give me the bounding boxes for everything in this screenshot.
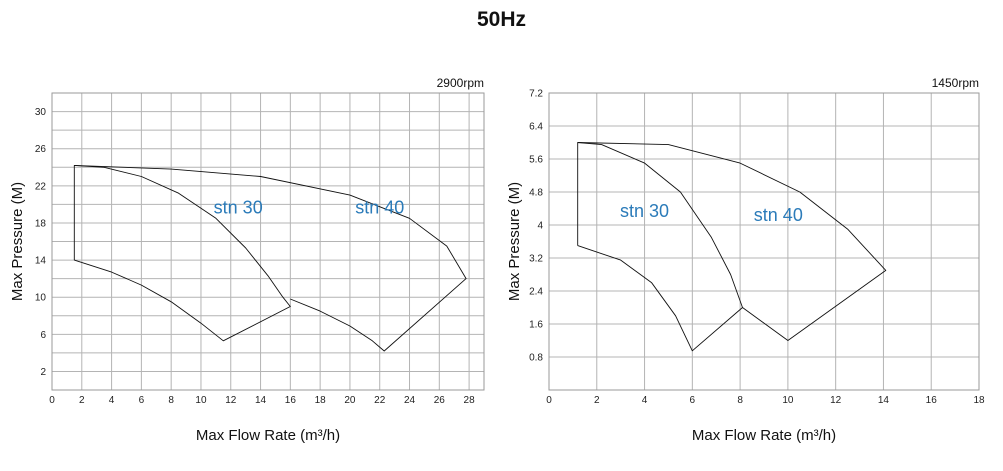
x-tick-label: 4 bbox=[109, 395, 115, 406]
y-tick-label: 26 bbox=[35, 144, 47, 155]
speed-label: 1450rpm bbox=[932, 76, 979, 90]
x-tick-label: 26 bbox=[434, 395, 446, 406]
y-tick-label: 14 bbox=[35, 256, 47, 267]
x-tick-label: 18 bbox=[973, 395, 985, 406]
y-tick-label: 6 bbox=[40, 330, 46, 341]
y-tick-label: 10 bbox=[35, 293, 47, 304]
region-label-stn-40: stn 40 bbox=[355, 198, 404, 218]
region-outline-stn-30 bbox=[577, 142, 743, 352]
y-tick-label: 1.6 bbox=[529, 320, 543, 331]
region-outline-stn-40 bbox=[74, 164, 467, 352]
y-tick-label: 0.8 bbox=[529, 353, 543, 364]
x-axis-title: Max Flow Rate (m³/h) bbox=[692, 427, 836, 444]
x-tick-label: 16 bbox=[285, 395, 297, 406]
main-title: 50Hz bbox=[476, 8, 527, 31]
x-tick-label: 10 bbox=[782, 395, 794, 406]
y-tick-label: 4 bbox=[537, 221, 543, 232]
x-tick-label: 16 bbox=[926, 395, 938, 406]
x-tick-label: 14 bbox=[255, 395, 267, 406]
region-label-stn-30: stn 30 bbox=[620, 201, 669, 221]
x-tick-label: 28 bbox=[464, 395, 476, 406]
y-tick-label: 22 bbox=[35, 181, 47, 192]
x-tick-label: 8 bbox=[168, 395, 174, 406]
x-tick-label: 6 bbox=[690, 395, 696, 406]
y-tick-label: 7.2 bbox=[529, 89, 543, 100]
x-tick-label: 4 bbox=[642, 395, 648, 406]
x-tick-label: 22 bbox=[374, 395, 386, 406]
plot-frame bbox=[548, 92, 980, 391]
y-tick-label: 4.8 bbox=[529, 188, 543, 199]
x-tick-label: 0 bbox=[546, 395, 552, 406]
y-tick-label: 18 bbox=[35, 218, 47, 229]
chart-2900rpm: 0 2 4 6 8 10 12 14 16 18 20 22 24 26 2826101418222630 … bbox=[9, 76, 485, 444]
x-tick-label: 2 bbox=[594, 395, 600, 406]
speed-label: 2900rpm bbox=[437, 76, 484, 90]
y-tick-label: 2.4 bbox=[529, 287, 543, 298]
y-axis-title: Max Pressure (M) bbox=[9, 182, 26, 301]
x-axis-title: Max Flow Rate (m³/h) bbox=[196, 427, 340, 444]
x-tick-label: 0 bbox=[49, 395, 55, 406]
x-tick-label: 10 bbox=[195, 395, 207, 406]
x-tick-label: 2 bbox=[79, 395, 85, 406]
chart-1450rpm: 0 2 4 6 8 10 12 14 16 18 0.8 1.6 2.4 3.2 4 4.8 5.6 6.4 7.2… bbox=[506, 76, 985, 444]
region-outline-stn-40 bbox=[577, 142, 887, 341]
x-tick-label: 24 bbox=[404, 395, 416, 406]
x-tick-label: 8 bbox=[737, 395, 743, 406]
x-tick-label: 6 bbox=[139, 395, 145, 406]
y-tick-label: 3.2 bbox=[529, 254, 543, 265]
region-label-stn-30: stn 30 bbox=[214, 198, 263, 218]
region-label-stn-40: stn 40 bbox=[754, 205, 803, 225]
y-tick-label: 6.4 bbox=[529, 122, 543, 133]
region-outline-stn-30 bbox=[73, 164, 291, 342]
y-tick-label: 5.6 bbox=[529, 155, 543, 166]
y-axis-title: Max Pressure (M) bbox=[506, 182, 523, 301]
x-tick-label: 14 bbox=[878, 395, 890, 406]
x-tick-label: 18 bbox=[315, 395, 327, 406]
plot-frame bbox=[51, 92, 485, 391]
y-tick-label: 30 bbox=[35, 107, 47, 118]
x-tick-label: 12 bbox=[830, 395, 842, 406]
y-tick-label: 2 bbox=[40, 367, 46, 378]
x-tick-label: 12 bbox=[225, 395, 237, 406]
x-tick-label: 20 bbox=[344, 395, 356, 406]
